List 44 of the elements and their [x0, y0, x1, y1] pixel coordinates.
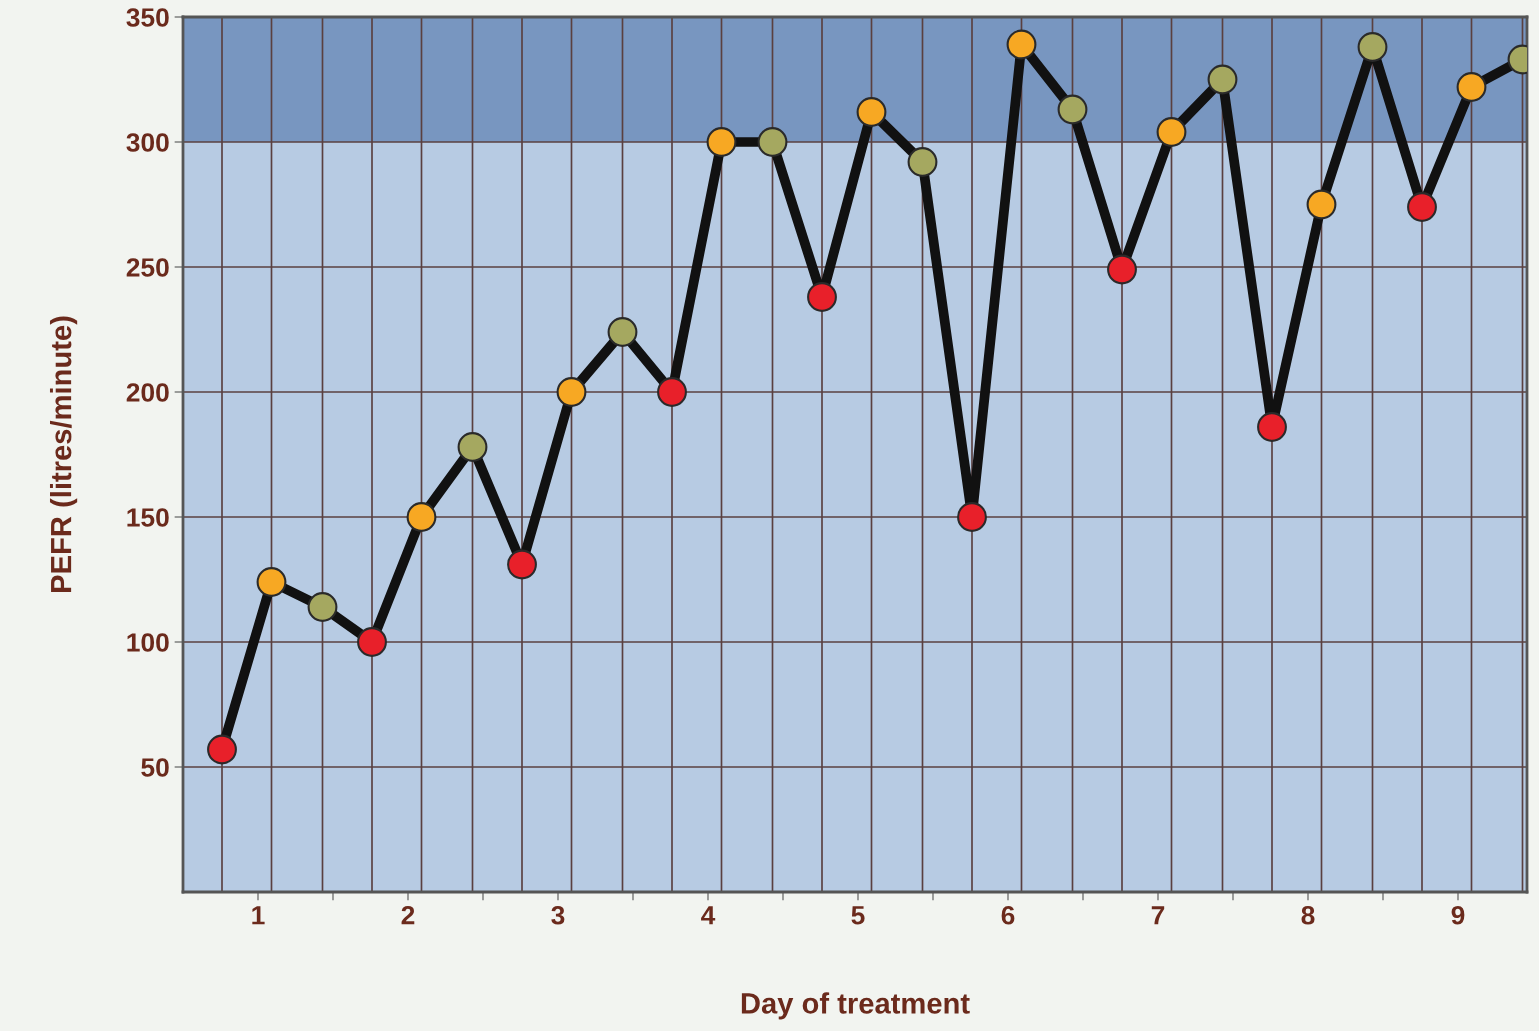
point — [657, 377, 687, 407]
point — [957, 502, 987, 532]
x-tick-label: 1 — [252, 906, 265, 925]
point — [457, 432, 488, 462]
point — [1107, 254, 1137, 285]
point — [706, 127, 737, 157]
point — [207, 734, 237, 765]
y-tick-label: 250 — [126, 258, 169, 277]
y-tick-label: 350 — [126, 8, 169, 27]
point — [1257, 412, 1287, 442]
point — [1006, 29, 1037, 60]
x-tick-label: 7 — [1151, 906, 1165, 925]
x-tick-label: 9 — [1451, 905, 1465, 925]
x-tick-label: 6 — [1001, 905, 1015, 925]
point — [1207, 64, 1238, 95]
point — [1407, 192, 1437, 222]
point — [1057, 94, 1088, 125]
point — [757, 127, 788, 157]
point — [1306, 189, 1337, 220]
point — [406, 502, 437, 532]
x-tick-label: 3 — [551, 905, 565, 925]
point — [607, 317, 638, 347]
point — [1357, 32, 1388, 62]
y-tick-label: 300 — [126, 133, 169, 152]
y-tick-label: 50 — [141, 758, 169, 777]
point — [307, 592, 338, 622]
x-tick-label: 8 — [1301, 905, 1315, 925]
point — [807, 282, 837, 312]
point — [856, 97, 887, 127]
y-tick-label: 200 — [126, 383, 169, 402]
y-tick-label: 100 — [127, 633, 169, 652]
x-axis-title: Day of treatment — [741, 992, 970, 1020]
x-tick-label: 4 — [701, 906, 716, 925]
point — [507, 549, 537, 580]
y-axis-title: PEFR (litres/minute) — [49, 316, 78, 592]
point — [907, 147, 938, 177]
point — [556, 377, 587, 407]
point — [357, 627, 387, 657]
point — [1456, 72, 1487, 102]
point — [1156, 117, 1187, 147]
y-tick-label: 150 — [127, 508, 169, 527]
x-tick-label: 5 — [851, 906, 865, 925]
x-tick-label: 2 — [401, 905, 415, 925]
point — [256, 567, 287, 597]
